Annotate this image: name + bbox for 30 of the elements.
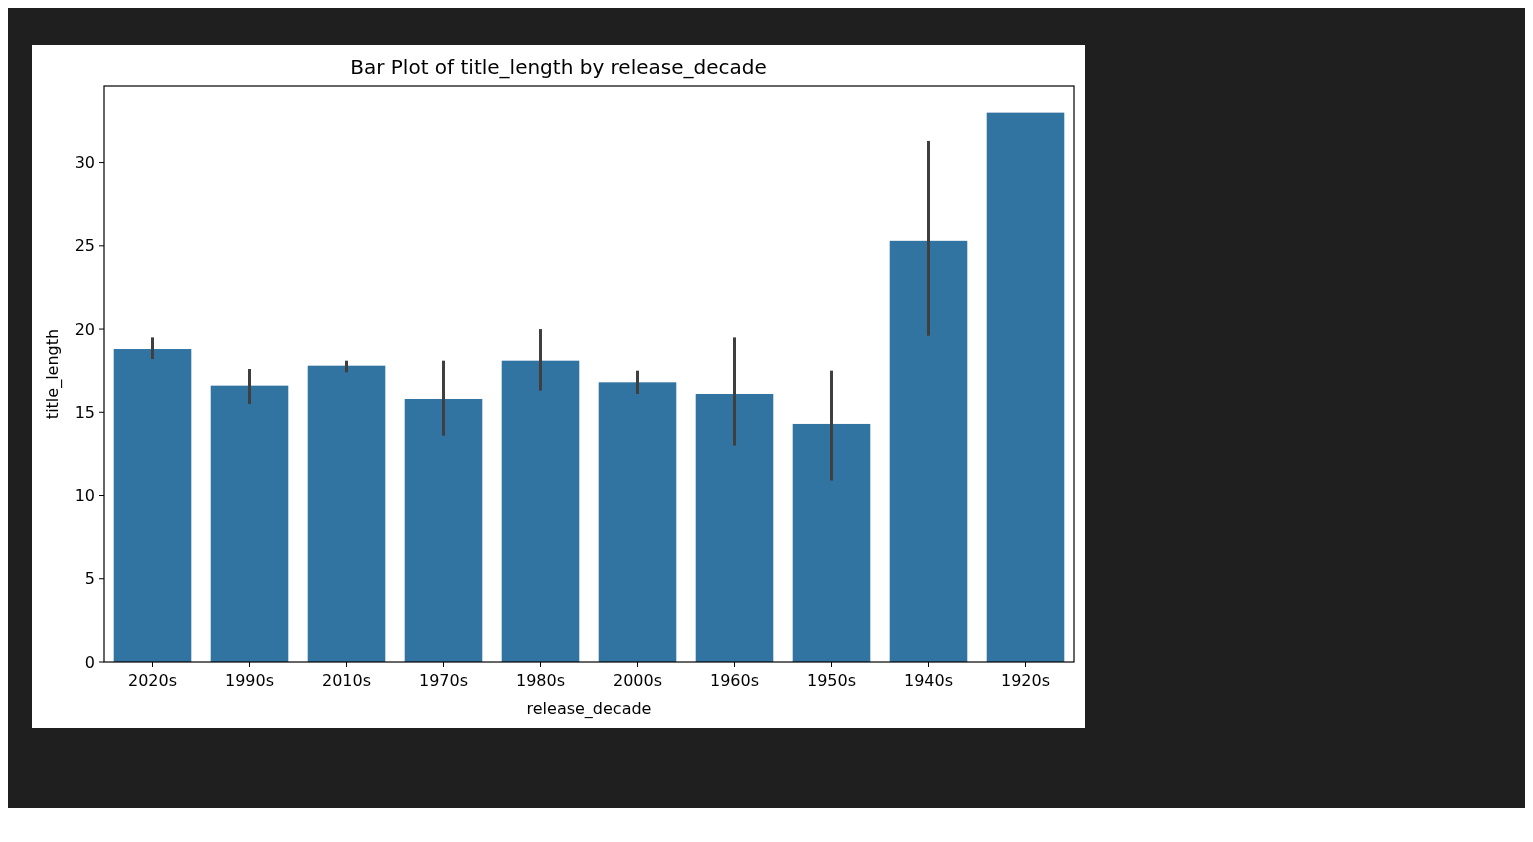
x-tick-label: 1970s — [418, 671, 469, 690]
bar — [113, 349, 192, 662]
chart-title: Bar Plot of title_length by release_decade — [350, 55, 767, 79]
bar — [792, 423, 871, 662]
x-tick-label: 2010s — [321, 671, 372, 690]
x-tick-label: 1990s — [224, 671, 275, 690]
bar — [307, 365, 386, 662]
x-tick-label: 1960s — [709, 671, 760, 690]
x-tick-label: 1940s — [903, 671, 954, 690]
bar — [598, 382, 677, 662]
bar — [986, 112, 1065, 662]
y-axis-title: title_length — [43, 328, 63, 420]
x-tick-label: 1950s — [806, 671, 857, 690]
y-tick-label: 30 — [74, 153, 95, 173]
bar — [501, 360, 580, 662]
y-tick-label: 15 — [74, 402, 95, 422]
y-tick-label: 10 — [74, 486, 95, 506]
bar — [889, 240, 968, 662]
y-tick-label: 25 — [74, 236, 95, 256]
x-tick-label: 2020s — [127, 671, 178, 690]
x-tick-label: 1920s — [1000, 671, 1051, 690]
x-axis-title: release_decade — [526, 699, 652, 719]
bar — [404, 398, 483, 662]
y-tick-label: 0 — [84, 652, 95, 672]
x-tick-label: 1980s — [515, 671, 566, 690]
bar — [210, 385, 289, 662]
x-tick-label: 2000s — [612, 671, 663, 690]
bar — [695, 393, 774, 662]
y-tick-label: 5 — [84, 569, 95, 589]
y-tick-label: 20 — [74, 319, 95, 339]
